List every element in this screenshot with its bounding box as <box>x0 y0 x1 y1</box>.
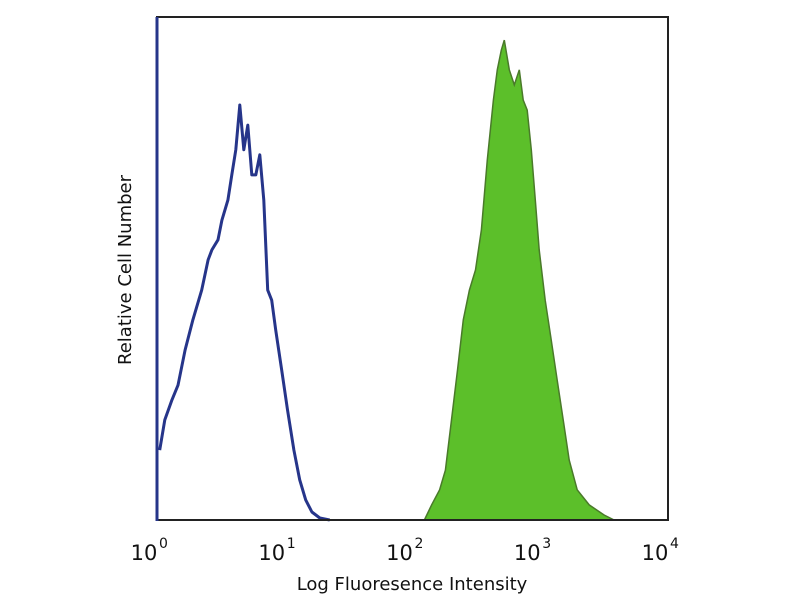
x-tick-label: 10 <box>514 541 541 565</box>
x-axis-label: Log Fluoresence Intensity <box>297 574 528 595</box>
plot-frame <box>156 16 669 521</box>
x-tick-exponent: 4 <box>670 536 679 552</box>
control-histogram <box>158 103 330 522</box>
x-tick-exponent: 0 <box>159 536 168 552</box>
x-tick-exponent: 3 <box>542 536 551 552</box>
x-tick-exponent: 2 <box>415 536 424 552</box>
x-tick-label: 10 <box>386 541 413 565</box>
stained-histogram <box>423 39 615 521</box>
x-tick-exponent: 1 <box>287 536 296 552</box>
y-axis-label: Relative Cell Number <box>115 174 136 365</box>
x-tick-label: 10 <box>131 541 158 565</box>
x-tick-label: 10 <box>642 541 669 565</box>
x-tick-label: 10 <box>258 541 285 565</box>
